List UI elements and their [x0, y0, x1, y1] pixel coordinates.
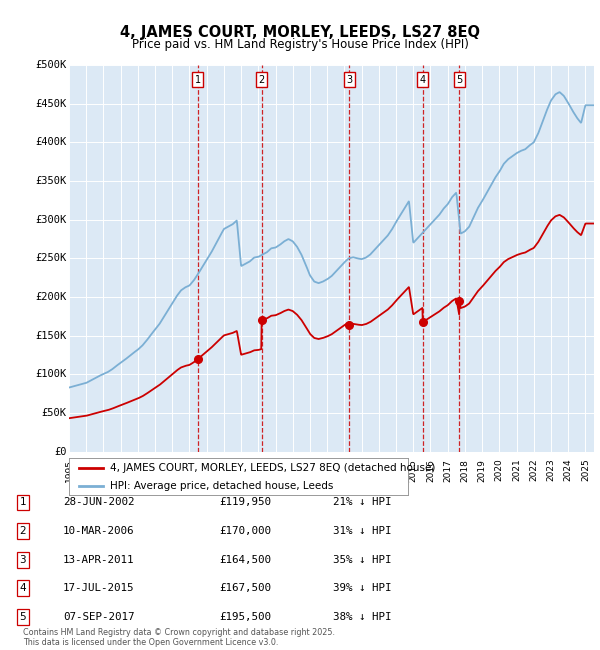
Text: 21% ↓ HPI: 21% ↓ HPI	[333, 497, 392, 508]
Text: 2009: 2009	[305, 459, 314, 482]
Text: 31% ↓ HPI: 31% ↓ HPI	[333, 526, 392, 536]
Text: £350K: £350K	[35, 176, 67, 186]
Text: 3: 3	[19, 554, 26, 565]
Text: 2: 2	[19, 526, 26, 536]
Text: 2020: 2020	[495, 459, 504, 482]
Text: 2019: 2019	[478, 459, 487, 482]
Text: 1997: 1997	[99, 459, 108, 482]
Text: £300K: £300K	[35, 214, 67, 225]
Text: £150K: £150K	[35, 331, 67, 341]
Text: £200K: £200K	[35, 292, 67, 302]
Text: 17-JUL-2015: 17-JUL-2015	[63, 583, 134, 593]
Text: 2012: 2012	[357, 459, 366, 482]
Text: 1: 1	[19, 497, 26, 508]
Text: 2015: 2015	[409, 459, 418, 482]
Text: 2025: 2025	[581, 459, 590, 482]
Text: £119,950: £119,950	[219, 497, 271, 508]
Text: HPI: Average price, detached house, Leeds: HPI: Average price, detached house, Leed…	[110, 481, 333, 491]
Text: 2007: 2007	[271, 459, 280, 482]
Text: 3: 3	[346, 75, 352, 84]
Text: 2018: 2018	[460, 459, 469, 482]
Text: 2016: 2016	[426, 459, 435, 482]
Text: 2014: 2014	[392, 459, 401, 482]
Text: Contains HM Land Registry data © Crown copyright and database right 2025.
This d: Contains HM Land Registry data © Crown c…	[23, 628, 335, 647]
Text: 28-JUN-2002: 28-JUN-2002	[63, 497, 134, 508]
Text: 1999: 1999	[133, 459, 142, 482]
Text: 35% ↓ HPI: 35% ↓ HPI	[333, 554, 392, 565]
Text: 2003: 2003	[202, 459, 211, 482]
Text: 2013: 2013	[374, 459, 383, 482]
Text: 2017: 2017	[443, 459, 452, 482]
Text: £170,000: £170,000	[219, 526, 271, 536]
Text: 4, JAMES COURT, MORLEY, LEEDS, LS27 8EQ (detached house): 4, JAMES COURT, MORLEY, LEEDS, LS27 8EQ …	[110, 463, 435, 473]
Text: Price paid vs. HM Land Registry's House Price Index (HPI): Price paid vs. HM Land Registry's House …	[131, 38, 469, 51]
Text: 10-MAR-2006: 10-MAR-2006	[63, 526, 134, 536]
Text: 4: 4	[419, 75, 425, 84]
Text: 39% ↓ HPI: 39% ↓ HPI	[333, 583, 392, 593]
Text: 2021: 2021	[512, 459, 521, 482]
Text: £164,500: £164,500	[219, 554, 271, 565]
Text: £450K: £450K	[35, 99, 67, 109]
Text: £100K: £100K	[35, 369, 67, 380]
Text: 2005: 2005	[236, 459, 245, 482]
Text: 2006: 2006	[254, 459, 263, 482]
Text: 5: 5	[456, 75, 463, 84]
Text: 2008: 2008	[288, 459, 297, 482]
Text: 2001: 2001	[168, 459, 177, 482]
Text: £195,500: £195,500	[219, 612, 271, 622]
Text: 2011: 2011	[340, 459, 349, 482]
Text: 5: 5	[19, 612, 26, 622]
Text: 2: 2	[259, 75, 265, 84]
Text: 13-APR-2011: 13-APR-2011	[63, 554, 134, 565]
Text: 2002: 2002	[185, 459, 194, 482]
Text: 2004: 2004	[220, 459, 229, 482]
Text: £50K: £50K	[41, 408, 67, 418]
Text: 1996: 1996	[82, 459, 91, 482]
Text: 38% ↓ HPI: 38% ↓ HPI	[333, 612, 392, 622]
Text: 07-SEP-2017: 07-SEP-2017	[63, 612, 134, 622]
Text: £500K: £500K	[35, 60, 67, 70]
Text: 4, JAMES COURT, MORLEY, LEEDS, LS27 8EQ: 4, JAMES COURT, MORLEY, LEEDS, LS27 8EQ	[120, 25, 480, 40]
Text: 4: 4	[19, 583, 26, 593]
Text: 2023: 2023	[547, 459, 556, 482]
Text: 2010: 2010	[323, 459, 332, 482]
Text: 2022: 2022	[529, 459, 538, 482]
Text: 2000: 2000	[151, 459, 160, 482]
Text: £400K: £400K	[35, 137, 67, 148]
Text: 1995: 1995	[65, 459, 74, 482]
Text: 1998: 1998	[116, 459, 125, 482]
Text: 2024: 2024	[563, 459, 572, 482]
Text: £0: £0	[54, 447, 67, 457]
Text: 1: 1	[195, 75, 201, 84]
Text: £167,500: £167,500	[219, 583, 271, 593]
Text: £250K: £250K	[35, 254, 67, 263]
